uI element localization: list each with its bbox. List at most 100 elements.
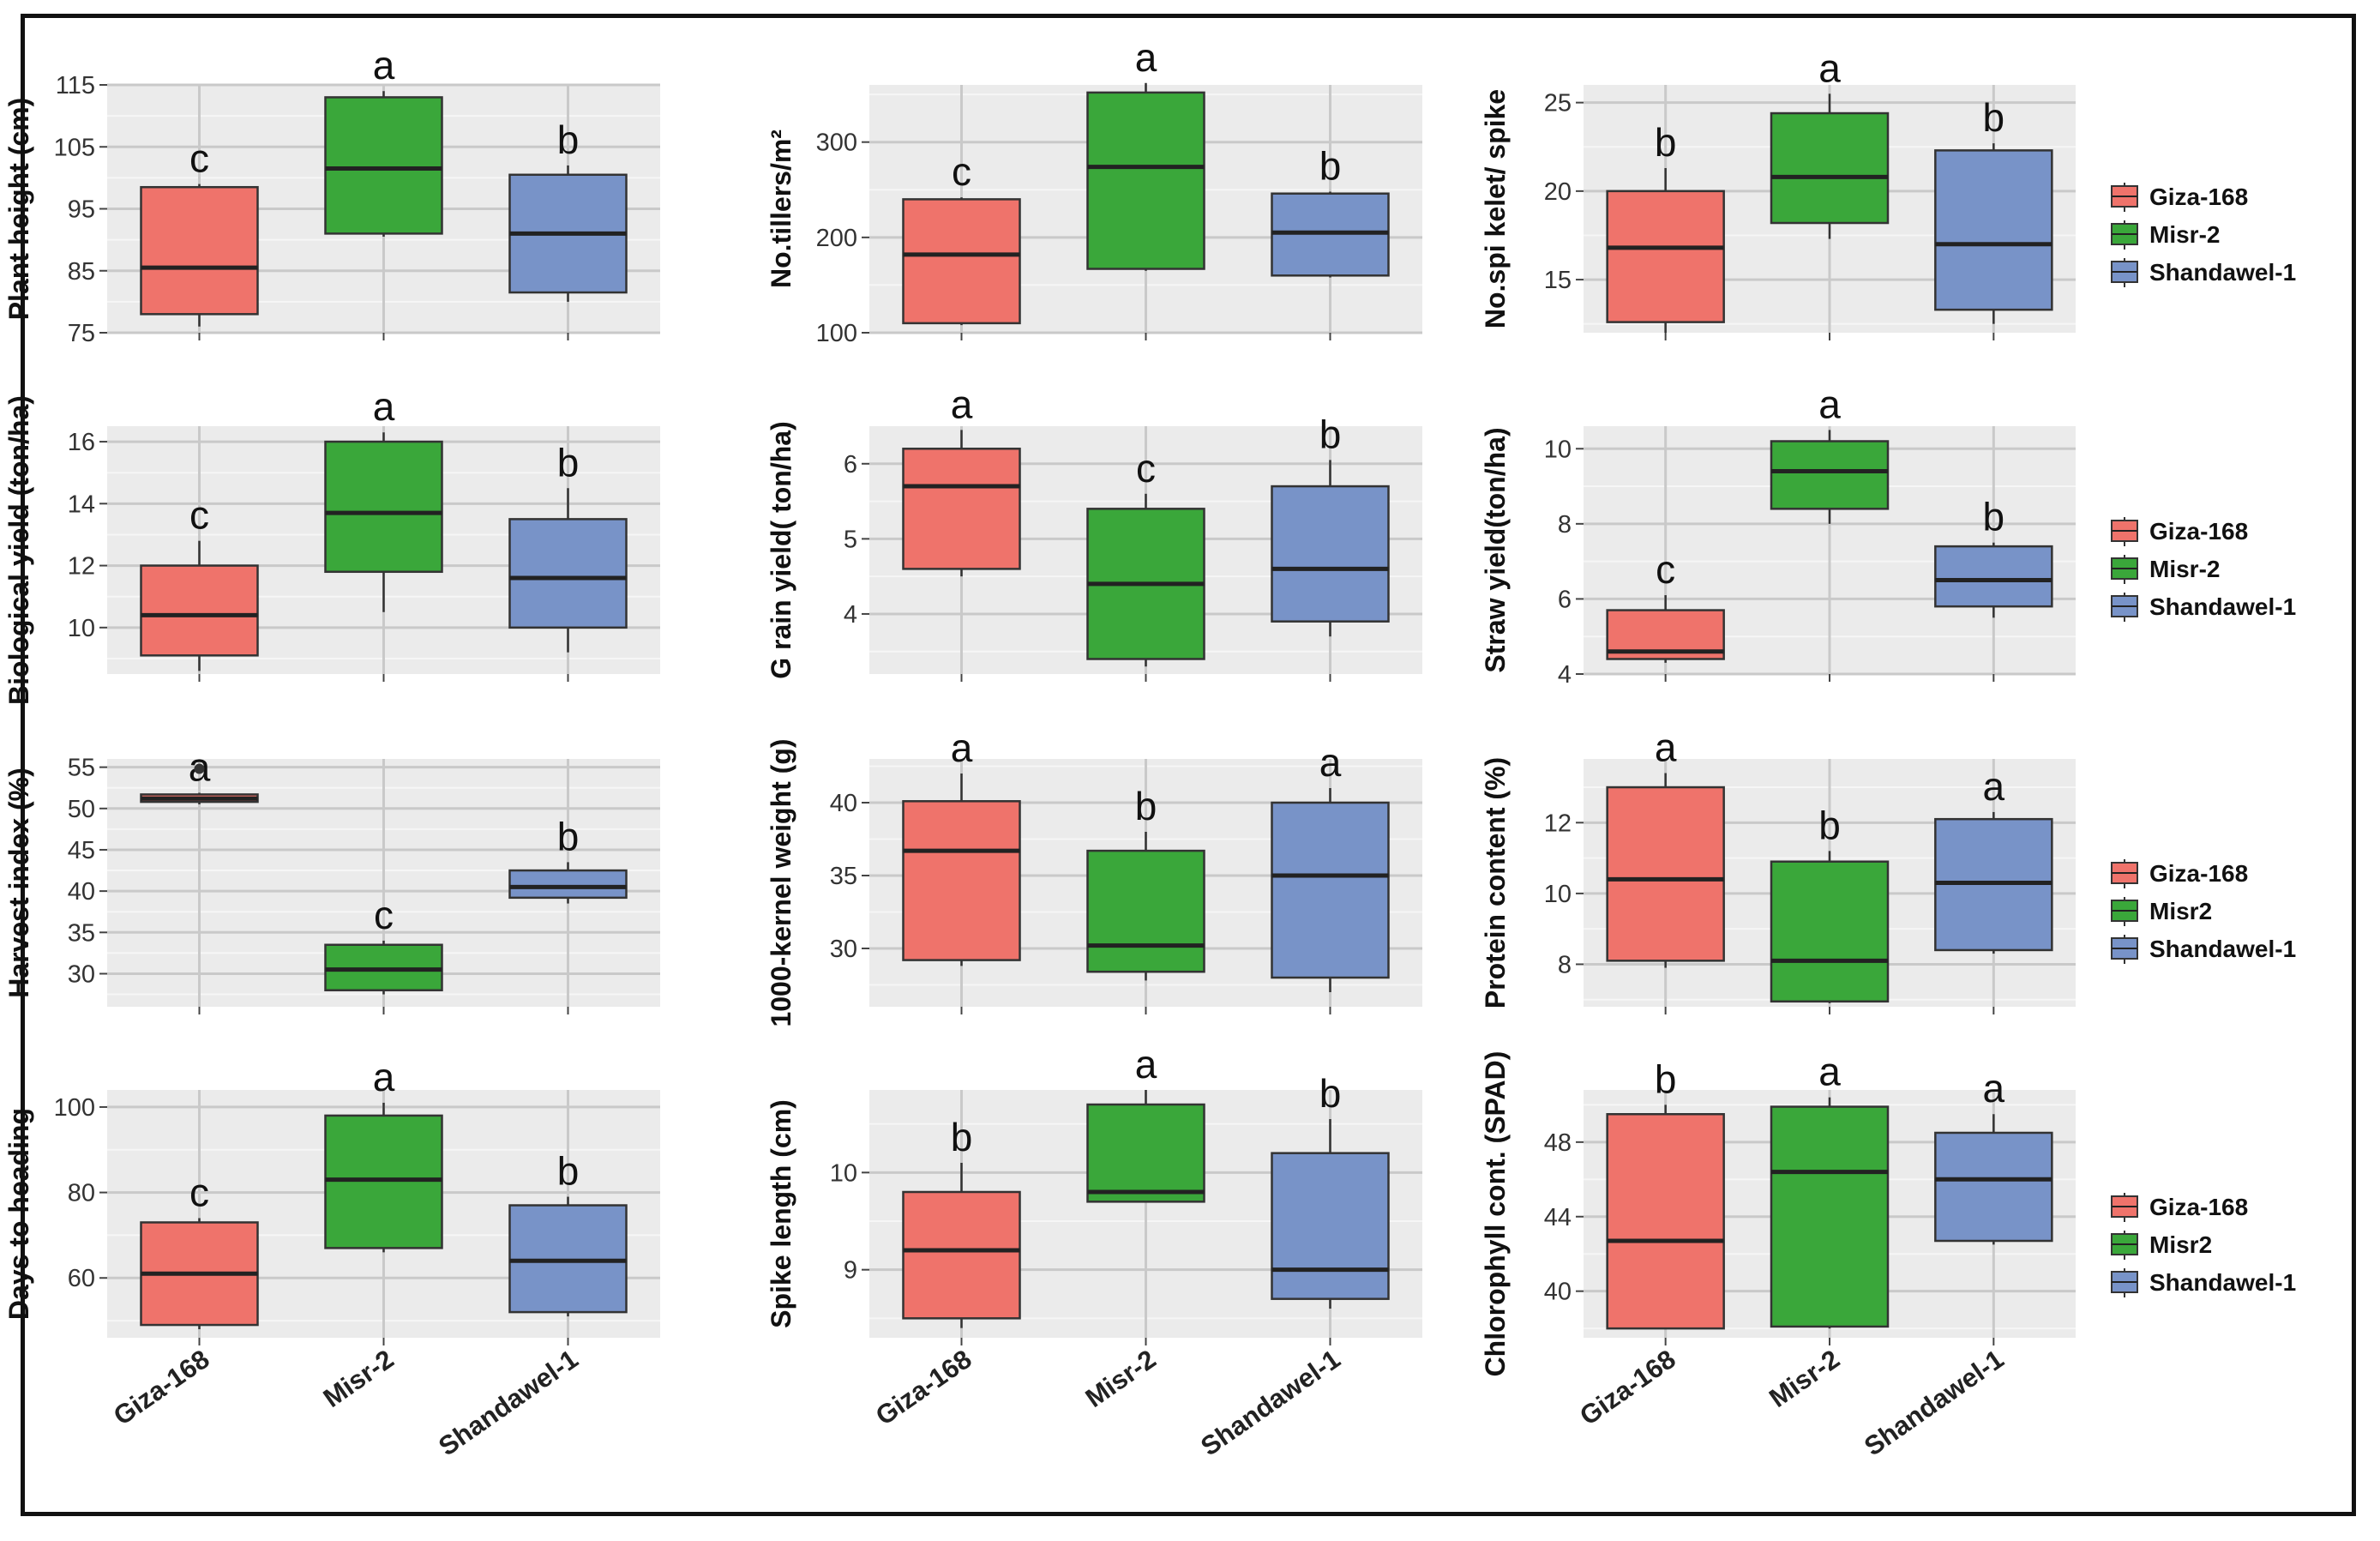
box-Giza-168: c <box>1606 547 1725 663</box>
y-axis-label: G rain yield( ton/ha) <box>766 421 796 678</box>
box-Misr-2: c <box>1086 446 1205 667</box>
significance-letter: c <box>1136 446 1156 491</box>
legend-label: Giza-168 <box>2149 1194 2248 1220</box>
box-body <box>1606 190 1725 323</box>
box-Misr-2: a <box>1770 382 1890 524</box>
significance-letter: c <box>189 136 209 181</box>
y-tick-label: 50 <box>68 796 95 823</box>
significance-letter: a <box>1655 725 1677 770</box>
box-body <box>1770 111 1890 225</box>
box-Giza-168: c <box>140 136 259 327</box>
box-Misr2: b <box>1770 803 1890 1003</box>
y-tick-label: 6 <box>1558 586 1572 613</box>
y-tick-label: 60 <box>68 1265 95 1292</box>
box-Misr-2: a <box>1086 1042 1205 1203</box>
box-Misr-2: a <box>324 384 443 612</box>
legend-label: Giza-168 <box>2149 184 2248 210</box>
significance-letter: b <box>951 1115 973 1159</box>
legend-label: Giza-168 <box>2149 518 2248 545</box>
box-body <box>1770 1105 1890 1328</box>
significance-letter: b <box>557 1149 580 1194</box>
significance-letter: c <box>374 893 394 937</box>
box-body <box>1934 545 2053 608</box>
significance-letter: c <box>1656 547 1675 592</box>
y-tick-label: 300 <box>816 129 857 157</box>
x-category-label: Shandawel-1 <box>433 1344 583 1461</box>
box-Shandawel-1: b <box>508 1149 628 1317</box>
box-Giza-168: a <box>902 725 1021 966</box>
box-Misr-2: b <box>1086 784 1205 981</box>
box-body <box>1271 801 1390 979</box>
box-body <box>1086 849 1205 973</box>
box-Shandawel-1: b <box>1271 143 1390 278</box>
y-tick-label: 12 <box>68 553 95 581</box>
y-tick-label: 80 <box>68 1180 95 1207</box>
significance-letter: a <box>951 382 973 426</box>
significance-letter: a <box>373 1055 395 1099</box>
y-axis-label: 1000-kernel weight (g) <box>766 738 796 1026</box>
legend-label: Shandawel-1 <box>2149 936 2296 962</box>
significance-letter: b <box>557 117 580 162</box>
box-Shandawel-1: b <box>508 440 628 653</box>
y-tick-label: 55 <box>68 755 95 782</box>
box-body <box>1606 1112 1725 1330</box>
legend-label: Misr-2 <box>2149 556 2220 582</box>
panel-10: 9 10 Spike length (cm) b a b <box>766 1042 1422 1345</box>
panel-11: 40 44 48 Chlorophyll cont. (SPAD) b a a <box>1480 1050 2076 1376</box>
y-axis-label: No.tillers/m² <box>766 129 796 288</box>
y-tick-label: 35 <box>68 919 95 947</box>
significance-letter: a <box>373 384 395 429</box>
y-tick-label: 115 <box>56 72 95 99</box>
y-tick-label: 4 <box>844 601 857 629</box>
box-body <box>1606 786 1725 962</box>
y-tick-label: 8 <box>1558 951 1572 978</box>
x-category-label: Misr-2 <box>1080 1344 1162 1413</box>
legend-0: Giza-168 Misr-2 Shandawel-1 <box>2111 183 2296 287</box>
box-body <box>508 869 628 900</box>
y-tick-label: 40 <box>68 878 95 906</box>
box-Misr-2: c <box>324 893 443 995</box>
significance-letter: a <box>373 43 395 87</box>
box-Giza-168: c <box>140 1170 259 1330</box>
legend-1: Giza-168 Misr-2 Shandawel-1 <box>2111 517 2296 622</box>
y-tick-label: 35 <box>830 863 857 890</box>
significance-letter: a <box>1818 1050 1841 1094</box>
box-body <box>1086 1103 1205 1203</box>
y-tick-label: 6 <box>844 451 857 479</box>
y-tick-label: 10 <box>830 1159 857 1187</box>
legend-label: Giza-168 <box>2149 860 2248 887</box>
y-tick-label: 25 <box>1544 90 1572 117</box>
x-category-label: Misr-2 <box>318 1344 400 1413</box>
box-Giza-168: a <box>1606 725 1725 968</box>
outlier-point <box>194 763 205 774</box>
box-Shandawel-1: b <box>508 117 628 302</box>
significance-letter: a <box>1319 740 1342 785</box>
y-tick-label: 48 <box>1544 1129 1572 1157</box>
y-tick-label: 40 <box>830 790 857 817</box>
x-category-label: Giza-168 <box>1574 1344 1681 1431</box>
y-tick-label: 30 <box>830 936 857 963</box>
legend-2: Giza-168 Misr2 Shandawel-1 <box>2111 859 2296 964</box>
panel-8: 8 10 12 Protein content (%) a b a <box>1480 725 2076 1014</box>
significance-letter: b <box>1319 143 1342 188</box>
box-body <box>1271 1152 1390 1300</box>
panel-2: 15 20 25 No.spi kelet/ spike b a b <box>1480 45 2076 340</box>
box-Giza-168: a <box>140 744 259 804</box>
y-axis-label: No.spi kelet/ spike <box>1480 89 1511 328</box>
box-body <box>1934 1131 2053 1243</box>
box-body <box>140 564 259 657</box>
legend-label: Misr2 <box>2149 1231 2212 1258</box>
y-tick-label: 15 <box>1544 267 1572 294</box>
legend-3: Giza-168 Misr2 Shandawel-1 <box>2111 1193 2296 1297</box>
y-tick-label: 10 <box>68 615 95 642</box>
figure-frame <box>21 14 2356 1516</box>
y-tick-label: 12 <box>1544 810 1572 837</box>
box-Misr-2: a <box>1770 45 1890 239</box>
y-axis-label: Straw yield(ton/ha) <box>1480 427 1511 672</box>
panel-7: 30 35 40 1000-kernel weight (g) a b a <box>766 725 1422 1027</box>
box-body <box>324 96 443 235</box>
significance-letter: a <box>1135 1042 1157 1087</box>
box-body <box>1770 440 1890 510</box>
significance-letter: b <box>1655 1056 1677 1101</box>
box-body <box>1770 860 1890 1003</box>
